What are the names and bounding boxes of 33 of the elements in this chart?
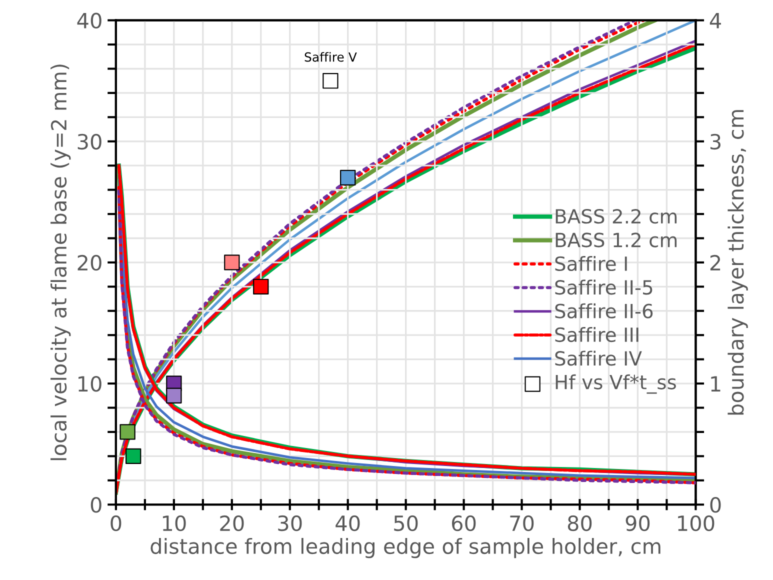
legend-label: Saffire II-6 (555, 303, 653, 318)
y2-tick-label: 3 (710, 134, 720, 150)
y-tick-label: 30 (78, 134, 102, 150)
x-tick-label: 10 (162, 515, 186, 532)
x-tick-label: 30 (278, 515, 302, 532)
y2-tick-label: 0 (710, 497, 721, 513)
x-axis-title: distance from leading edge of sample holder, cm (150, 538, 660, 558)
y-tick-label: 10 (78, 376, 102, 392)
y2-tick-label: 4 (710, 13, 721, 28)
legend-label: BASS 2.2 cm (556, 208, 677, 224)
legend-label: Saffire I (555, 256, 627, 272)
x-tick-label: 60 (452, 515, 476, 532)
legend-label: Hf vs Vf*t_ss (556, 374, 676, 394)
y2-tick-label: 2 (710, 254, 720, 270)
y2-tick-label: 1 (711, 376, 720, 392)
legend-label: Saffire III (555, 327, 638, 342)
annotation: Saffire V (304, 52, 357, 62)
y-tick-label: 20 (78, 254, 102, 271)
x-tick-label: 80 (568, 515, 592, 532)
legend-label: Saffire II-5 (555, 280, 652, 295)
x-tick-label: 90 (626, 515, 650, 532)
y-tick-label: 0 (90, 497, 102, 513)
x-tick-label: 70 (510, 515, 534, 532)
y-axis-title: local velocity at flame base (y=2 mm) (50, 64, 71, 460)
y-tick-label: 40 (77, 12, 102, 29)
x-tick-label: 50 (394, 515, 418, 532)
y2-axis-title: boundary layer thickness, cm (728, 110, 748, 415)
x-tick-label: 40 (336, 515, 360, 532)
legend-label: Saffire IV (555, 350, 642, 366)
x-tick-label: 0 (110, 515, 122, 532)
x-tick-label: 20 (220, 515, 244, 532)
x-tick-label: 100 (678, 515, 714, 532)
legend-label: BASS 1.2 cm (556, 232, 677, 248)
